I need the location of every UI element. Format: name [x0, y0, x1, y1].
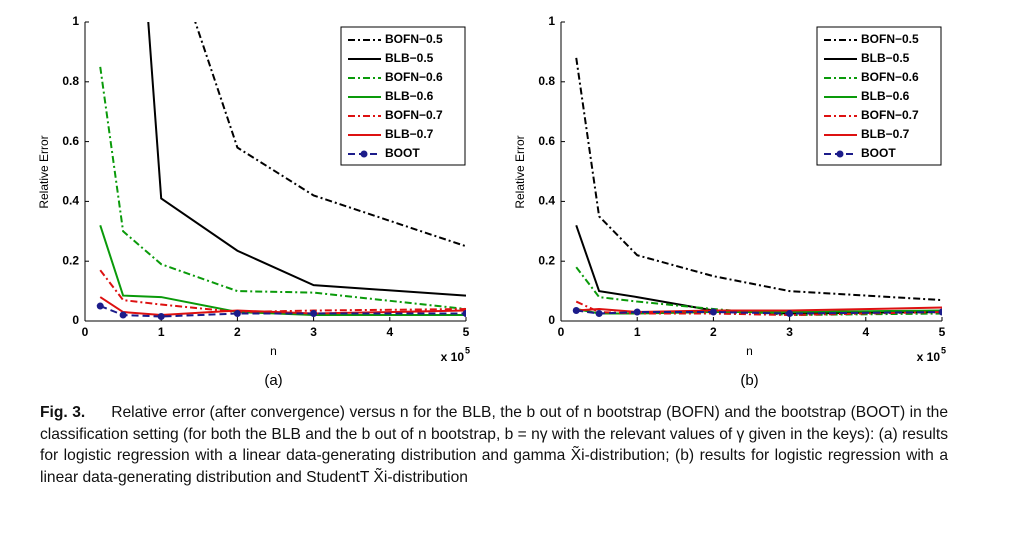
series-marker: [786, 310, 794, 318]
series-marker: [157, 313, 165, 321]
plot-area: [572, 57, 942, 318]
series-line: [147, 22, 466, 297]
y-tick-label: 0.8: [62, 74, 79, 88]
caption: Fig. 3. Relative error (after convergence…: [40, 402, 948, 488]
x-axis-label: n: [270, 344, 277, 358]
series-marker: [709, 308, 717, 316]
legend-label: BLB−0.5: [861, 51, 910, 65]
series-marker: [96, 302, 104, 310]
x-tick-label: 4: [386, 325, 393, 339]
series-line: [99, 66, 466, 311]
caption-text: Relative error (after convergence) versu…: [40, 404, 948, 486]
legend-label: BOFN−0.7: [385, 108, 443, 122]
x-scale-label: x 10: [441, 350, 465, 364]
series-marker: [633, 308, 641, 316]
legend-label: BOOT: [861, 146, 896, 160]
y-tick-label: 0.6: [538, 134, 555, 148]
y-tick-label: 0.4: [538, 194, 555, 208]
y-tick-label: 0.6: [62, 134, 79, 148]
y-axis-label: Relative Error: [37, 135, 51, 208]
series-line: [575, 266, 942, 317]
series-line: [99, 305, 466, 318]
x-tick-label: 1: [634, 325, 641, 339]
legend-label: BOFN−0.6: [861, 70, 919, 84]
x-tick-label: 0: [82, 325, 89, 339]
legend-marker: [360, 150, 368, 158]
panel-label: (b): [740, 372, 758, 389]
legend-label: BLB−0.6: [861, 89, 910, 103]
x-tick-label: 3: [786, 325, 793, 339]
x-tick-label: 5: [463, 325, 470, 339]
legend-label: BOFN−0.7: [861, 108, 919, 122]
x-tick-label: 2: [234, 325, 241, 339]
series-marker: [233, 310, 241, 318]
y-tick-label: 1: [72, 14, 79, 28]
x-tick-label: 1: [158, 325, 165, 339]
caption-label: Fig. 3.: [40, 404, 86, 421]
x-tick-label: 5: [939, 325, 946, 339]
y-tick-label: 0: [72, 313, 79, 327]
panel-label: (a): [264, 372, 282, 389]
plot-area: [96, 22, 466, 321]
series-line: [194, 22, 466, 248]
series-line: [99, 225, 466, 317]
legend-label: BLB−0.7: [385, 127, 434, 141]
legend-label: BLB−0.7: [861, 127, 910, 141]
series-line: [575, 57, 942, 302]
x-scale-label: x 10: [917, 350, 941, 364]
legend-label: BLB−0.6: [385, 89, 434, 103]
y-tick-label: 1: [548, 14, 555, 28]
y-tick-label: 0.2: [62, 253, 79, 267]
legend-label: BOFN−0.5: [385, 32, 443, 46]
legend-label: BOOT: [385, 146, 420, 160]
y-tick-label: 0.2: [538, 253, 555, 267]
series-marker: [938, 308, 942, 316]
y-tick-label: 0.8: [538, 74, 555, 88]
legend-label: BOFN−0.5: [861, 32, 919, 46]
x-axis-label: n: [746, 344, 753, 358]
series-line: [575, 224, 942, 315]
y-tick-label: 0.4: [62, 194, 79, 208]
legend-marker: [836, 150, 844, 158]
x-tick-label: 4: [862, 325, 869, 339]
series-line: [576, 309, 942, 315]
legend-label: BOFN−0.6: [385, 70, 443, 84]
y-tick-label: 0: [548, 313, 555, 327]
series-marker: [462, 310, 466, 318]
series-marker: [572, 307, 580, 315]
x-scale-exponent: 5: [941, 345, 946, 355]
series-line: [99, 269, 466, 314]
series-line: [99, 296, 466, 317]
series-marker: [119, 311, 127, 319]
series-marker: [310, 310, 318, 318]
x-scale-exponent: 5: [465, 345, 470, 355]
x-tick-label: 0: [558, 325, 565, 339]
x-tick-label: 3: [310, 325, 317, 339]
y-axis-label: Relative Error: [513, 135, 527, 208]
series-marker: [595, 310, 603, 318]
legend-label: BLB−0.5: [385, 51, 434, 65]
x-tick-label: 2: [710, 325, 717, 339]
